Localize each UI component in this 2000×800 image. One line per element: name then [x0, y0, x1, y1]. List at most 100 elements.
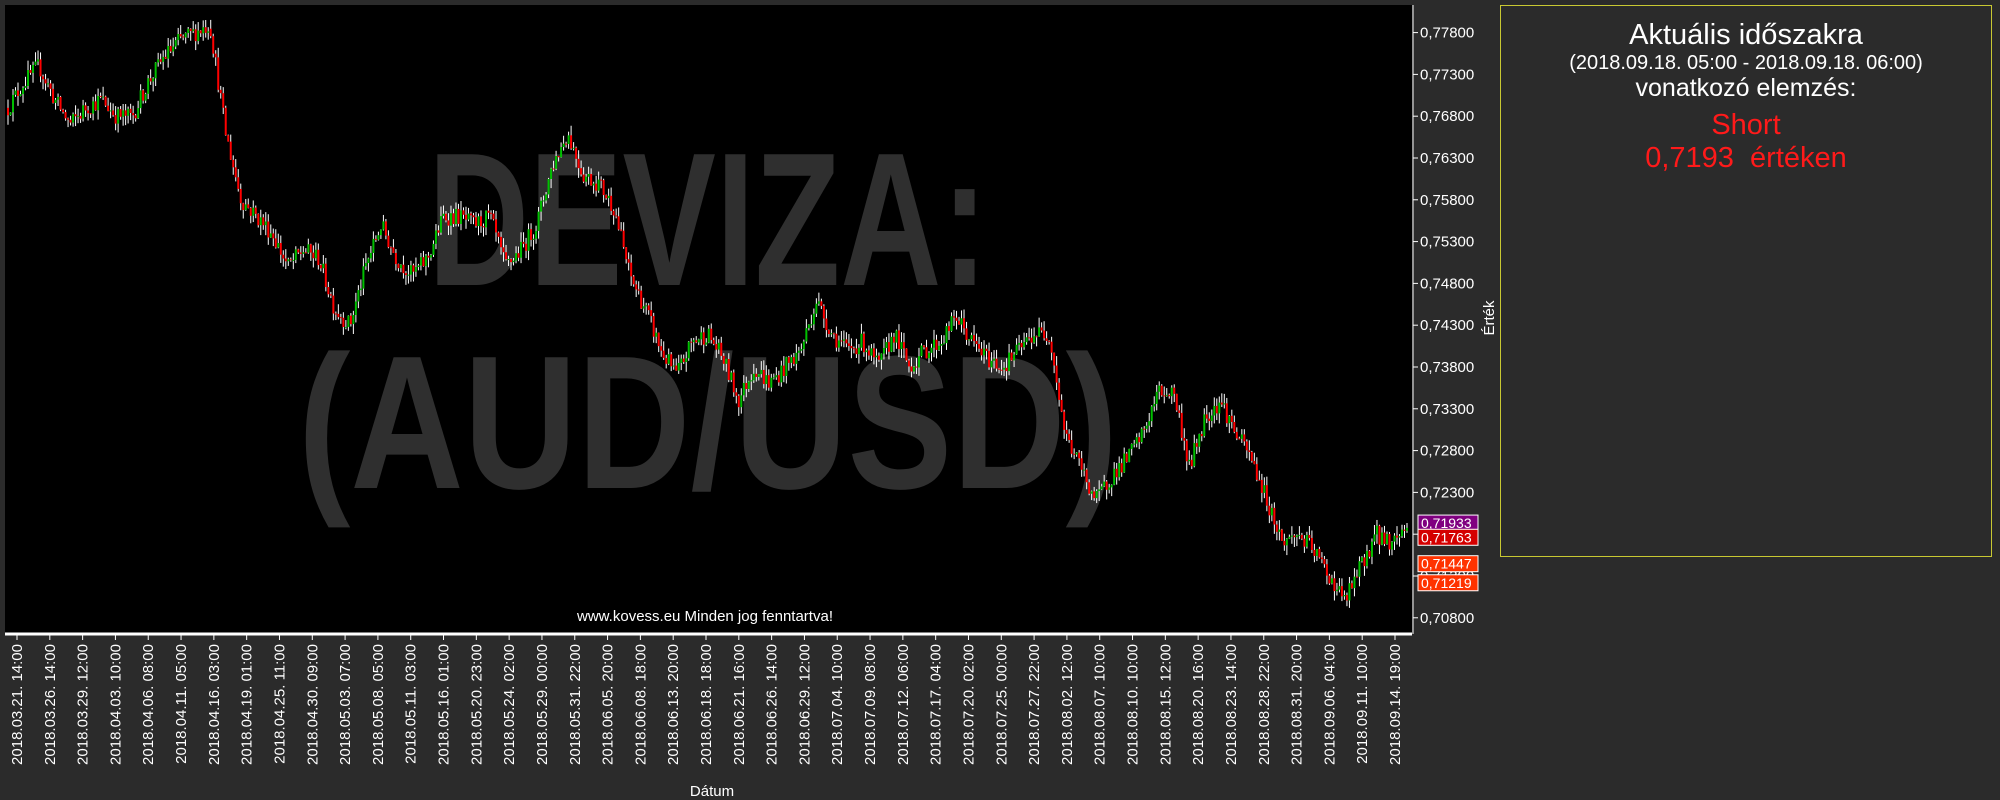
- candle-body: [1183, 437, 1186, 441]
- candle-body: [1205, 414, 1208, 419]
- candle-body: [357, 290, 360, 302]
- candle-body: [1013, 354, 1016, 361]
- candle-body: [1063, 411, 1066, 430]
- candle-body: [540, 200, 543, 212]
- candle-body: [387, 235, 390, 248]
- candle-body: [1268, 505, 1271, 516]
- candle-body: [887, 342, 890, 352]
- candle-body: [482, 226, 485, 228]
- candle-body: [520, 241, 523, 258]
- candle-body: [1233, 421, 1236, 432]
- candle-body: [402, 264, 405, 274]
- candle-body: [897, 330, 900, 350]
- candle-body: [860, 333, 863, 348]
- candle-body: [1350, 583, 1353, 589]
- candle-body: [1353, 576, 1356, 589]
- candle-body: [1370, 541, 1373, 557]
- candle-body: [885, 342, 888, 348]
- candle-body: [1058, 382, 1061, 400]
- candle-body: [1113, 468, 1116, 485]
- y-tick-label: 0,76300: [1420, 150, 1474, 167]
- candle-body: [973, 335, 976, 341]
- watermark: DEVIZA: (AUD/USD): [298, 114, 1118, 529]
- candle-body: [1235, 431, 1238, 439]
- candle-body: [1115, 468, 1118, 478]
- candle-body: [777, 375, 780, 383]
- candle-body: [319, 265, 322, 269]
- analysis-title: Aktuális időszakra: [1629, 19, 1863, 51]
- candle-body: [1078, 452, 1081, 459]
- candle-body: [1153, 403, 1156, 407]
- candle-body: [1158, 385, 1161, 392]
- candle-body: [855, 348, 858, 355]
- candle-body: [1298, 534, 1301, 536]
- candle-body: [262, 217, 265, 226]
- candle-body: [910, 366, 913, 372]
- candle-body: [152, 78, 155, 82]
- candle-body: [1103, 481, 1106, 487]
- x-tick-label: 2018.07.12. 06:00: [895, 644, 912, 765]
- candle-body: [517, 253, 520, 258]
- candle-body: [304, 252, 307, 254]
- candle-body: [22, 87, 25, 95]
- candle-body: [485, 210, 488, 228]
- candle-body: [1048, 340, 1051, 342]
- candle-body: [1030, 337, 1033, 343]
- candle-body: [592, 183, 595, 186]
- candle-body: [555, 156, 558, 169]
- candle-body: [1250, 452, 1253, 461]
- x-tick-label: 2018.07.17. 04:00: [928, 644, 945, 765]
- candle-body: [667, 354, 670, 364]
- price-label-text: 0,71219: [1421, 575, 1472, 591]
- candle-body: [282, 254, 285, 259]
- candle-body: [1168, 394, 1171, 397]
- candle-body: [725, 358, 728, 364]
- candle-body: [1133, 443, 1136, 445]
- candle-body: [347, 315, 350, 327]
- candle-body: [97, 95, 100, 111]
- x-tick-label: 2018.06.29. 12:00: [796, 644, 813, 765]
- candle-body: [1260, 479, 1263, 493]
- candle-body: [1118, 463, 1121, 478]
- candle-body: [582, 174, 585, 182]
- candle-body: [935, 339, 938, 350]
- candle-body: [837, 340, 840, 348]
- candle-body: [532, 238, 535, 240]
- candle-body: [74, 114, 77, 117]
- candle-body: [104, 96, 107, 106]
- candle-body: [1203, 414, 1206, 437]
- candle-body: [469, 213, 472, 216]
- candle-body: [107, 105, 110, 111]
- candle-body: [224, 107, 227, 136]
- candle-body: [14, 90, 17, 95]
- x-tick-label: 2018.08.02. 12:00: [1059, 644, 1076, 765]
- candle-body: [1225, 403, 1228, 424]
- candle-body: [577, 158, 580, 169]
- candle-body: [1005, 367, 1008, 372]
- candle-body: [945, 326, 948, 344]
- candle-body: [680, 358, 683, 363]
- candle-body: [925, 347, 928, 359]
- candle-body: [1135, 437, 1138, 444]
- candle-body: [565, 143, 568, 145]
- candle-body: [1023, 342, 1026, 348]
- candle-body: [234, 167, 237, 178]
- candle-body: [1090, 491, 1093, 494]
- candle-body: [1140, 428, 1143, 443]
- candle-body: [84, 105, 87, 111]
- x-tick-label: 2018.05.20. 23:00: [468, 644, 485, 765]
- candle-body: [384, 221, 387, 236]
- candle-body: [1053, 352, 1056, 366]
- x-tick-label: 2018.03.21. 14:00: [9, 644, 26, 765]
- candle-body: [1200, 433, 1203, 437]
- candle-body: [522, 241, 525, 244]
- candle-body: [1340, 586, 1343, 597]
- candle-body: [314, 249, 317, 259]
- candle-body: [852, 348, 855, 350]
- candle-body: [167, 45, 170, 59]
- candle-body: [1185, 440, 1188, 462]
- candle-body: [920, 345, 923, 357]
- candle-body: [409, 265, 412, 275]
- candle-body: [1060, 399, 1063, 412]
